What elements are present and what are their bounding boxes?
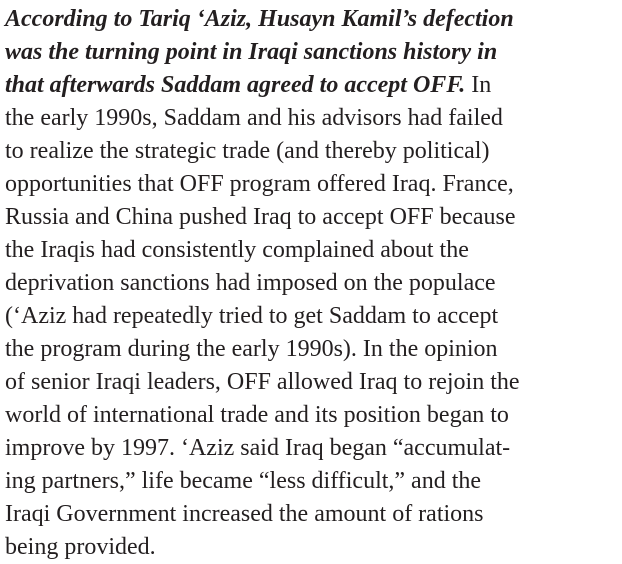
text-line: Iraqi Government increased the amount of… [5, 498, 617, 531]
document: According to Tariq ‘Aziz, Husayn Kamil’s… [5, 3, 617, 564]
body-text: opportunities that OFF program offered I… [5, 171, 514, 197]
body-text: In [471, 72, 492, 98]
body-text: ing partners,” life became “less difficu… [5, 468, 482, 494]
body-text: the early 1990s, Saddam and his advisors… [5, 105, 503, 131]
text-line: opportunities that OFF program offered I… [5, 168, 617, 201]
text-line: improve by 1997. ‘Aziz said Iraq began “… [5, 432, 617, 465]
body-text: Russia and China pushed Iraq to accept O… [5, 204, 516, 230]
body-text: world of international trade and its pos… [5, 402, 509, 428]
text-line: the Iraqis had consistently complained a… [5, 234, 617, 267]
body-text: the Iraqis had consistently complained a… [5, 237, 469, 263]
text-line: the program during the early 1990s). In … [5, 333, 617, 366]
text-line: world of international trade and its pos… [5, 399, 617, 432]
text-line: According to Tariq ‘Aziz, Husayn Kamil’s… [5, 3, 617, 36]
body-text: the program during the early 1990s). In … [5, 336, 498, 362]
body-text: (‘Aziz had repeatedly tried to get Sadda… [5, 303, 499, 329]
text-line: Russia and China pushed Iraq to accept O… [5, 201, 617, 234]
text-line: that afterwards Saddam agreed to accept … [5, 69, 617, 102]
body-text: Iraqi Government increased the amount of… [5, 501, 484, 527]
body-text: to realize the strategic trade (and ther… [5, 138, 490, 164]
lead-text: that afterwards Saddam agreed to accept … [5, 72, 466, 98]
text-line: of senior Iraqi leaders, OFF allowed Ira… [5, 366, 617, 399]
body-text: being provided. [5, 534, 156, 560]
text-line: (‘Aziz had repeatedly tried to get Sadda… [5, 300, 617, 333]
lead-text: According to Tariq ‘Aziz, Husayn Kamil’s… [5, 6, 514, 32]
text-line: ing partners,” life became “less difficu… [5, 465, 617, 498]
text-line: to realize the strategic trade (and ther… [5, 135, 617, 168]
text-line: the early 1990s, Saddam and his advisors… [5, 102, 617, 135]
body-text: improve by 1997. ‘Aziz said Iraq began “… [5, 435, 511, 461]
text-line: was the turning point in Iraqi sanctions… [5, 36, 617, 69]
lead-text: was the turning point in Iraqi sanctions… [5, 39, 498, 65]
body-text: of senior Iraqi leaders, OFF allowed Ira… [5, 369, 520, 395]
body-text: deprivation sanctions had imposed on the… [5, 270, 496, 296]
text-line: deprivation sanctions had imposed on the… [5, 267, 617, 300]
